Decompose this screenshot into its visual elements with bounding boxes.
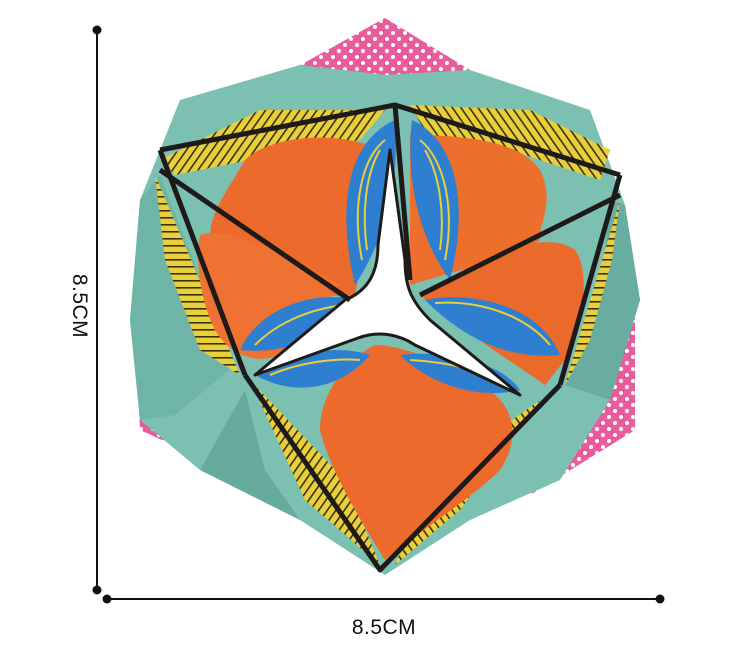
orange-petal-left <box>198 233 340 359</box>
width-dimension-label: 8.5CM <box>351 616 417 639</box>
striped-fan-top-left <box>160 110 385 175</box>
pink-dot-panel-right <box>530 300 635 495</box>
pink-dot-panel-left <box>135 320 250 480</box>
height-dimension-line <box>92 25 102 595</box>
infinity-cube <box>130 18 640 575</box>
width-dimension-line <box>102 594 665 604</box>
blue-petal-top-right <box>410 120 459 280</box>
teal-shade-bottom <box>200 390 300 520</box>
cube-edges <box>157 102 623 573</box>
striped-fan-right <box>565 200 620 385</box>
blue-petal-bottom-left <box>255 350 370 388</box>
blue-petal-right <box>425 297 560 356</box>
blue-petal-top-left <box>346 120 396 285</box>
center-gap <box>253 148 522 397</box>
height-dimension-label: 8.5CM <box>68 273 91 339</box>
orange-petal-bottom <box>320 345 513 560</box>
